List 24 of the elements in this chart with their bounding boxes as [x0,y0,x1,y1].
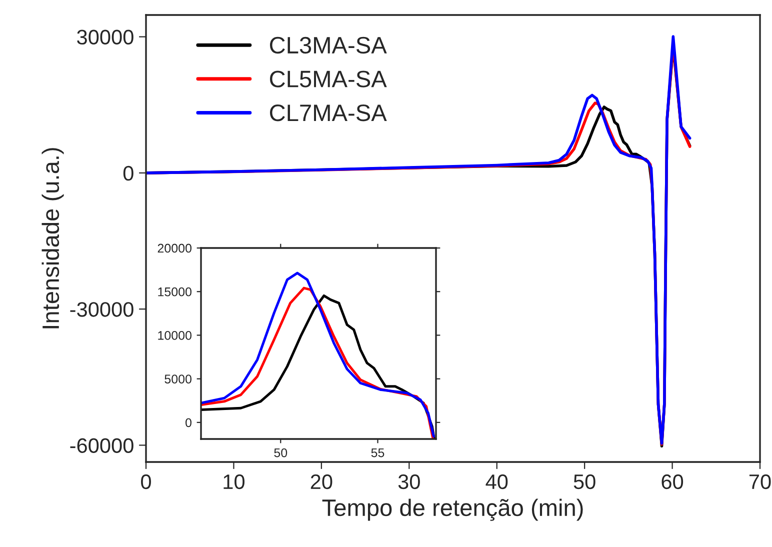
x-tick-label: 50 [574,474,596,490]
y-tick-label: -60000 [70,438,134,453]
x-axis-title: Tempo de retenção (min) [322,498,583,521]
y-tick-label: 5000 [164,374,192,384]
x-tick-label: 55 [371,448,384,458]
legend-label: CL7MA-SA [270,104,387,122]
legend-label: CL3MA-SA [270,36,387,54]
x-tick-label: 50 [274,448,288,458]
x-tick-label: 60 [662,474,684,490]
x-tick-label: 0 [141,474,151,490]
x-tick-label: 20 [310,474,332,490]
y-tick-label: -30000 [70,302,134,317]
y-tick-label: 0 [186,418,192,428]
x-tick-label: 70 [749,474,771,490]
y-axis-title: Intensidade (u.a.) [42,148,64,328]
y-tick-label: 30000 [77,30,134,45]
y-tick-label: 20000 [158,244,192,253]
y-tick-label: 10000 [158,331,192,340]
x-tick-label: 30 [398,474,420,490]
legend-label: CL5MA-SA [270,70,387,88]
x-tick-label: 10 [224,474,244,490]
y-tick-label: 15000 [158,287,192,296]
y-tick-label: 0 [123,166,134,181]
x-tick-label: 40 [486,474,508,490]
